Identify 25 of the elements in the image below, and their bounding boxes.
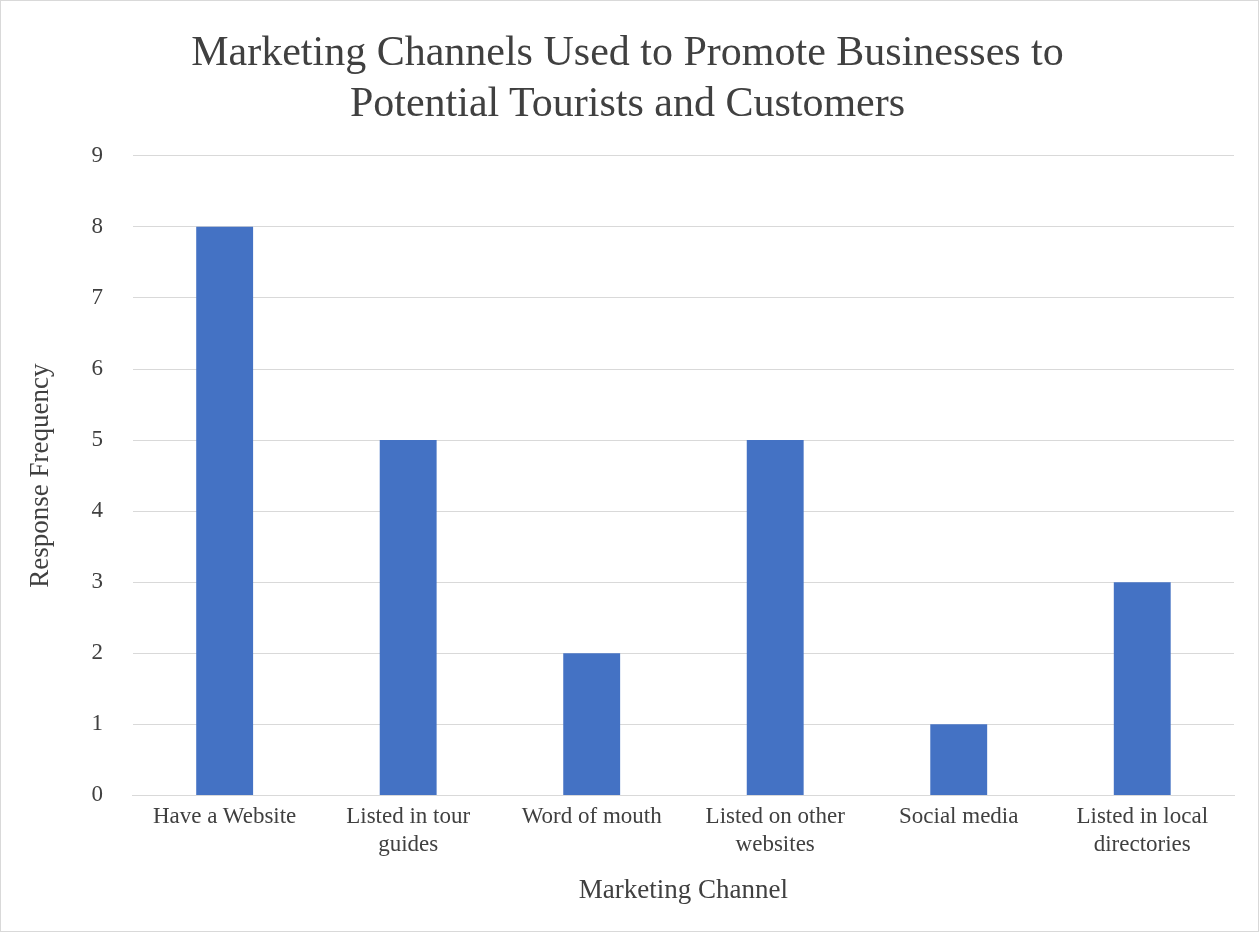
y-tick-label: 2 <box>91 639 103 665</box>
bar <box>563 653 621 795</box>
x-tick-label: Word of mouth <box>521 803 663 829</box>
bar <box>746 440 804 795</box>
y-axis-title: Response Frequency <box>24 363 55 588</box>
y-tick-label: 9 <box>91 141 103 167</box>
y-tick-label: 1 <box>91 710 103 736</box>
y-tick-label: 3 <box>91 568 103 594</box>
y-tick-label: 0 <box>91 781 103 807</box>
y-tick-label: 6 <box>91 355 103 381</box>
x-tick-label: Listed on other websites <box>705 803 846 856</box>
bar <box>930 724 988 795</box>
x-axis-title: Marketing Channel <box>578 873 789 904</box>
x-tick-label: Listed in tour guides <box>346 803 471 856</box>
x-tick-label: Social media <box>899 803 1019 829</box>
bar <box>196 226 254 795</box>
x-tick-label: Listed in local directories <box>1076 803 1209 856</box>
chart-title: Marketing Channels Used to Promote Businesses to Potential Tourists and Customers <box>191 28 1064 125</box>
y-tick-label: 5 <box>91 426 103 452</box>
y-tick-label: 4 <box>91 497 104 523</box>
x-tick-label: Have a Website <box>152 803 297 829</box>
y-tick-label: 7 <box>91 283 103 309</box>
y-tick-label: 8 <box>91 212 103 238</box>
bar <box>379 440 437 795</box>
bar <box>1113 582 1171 795</box>
